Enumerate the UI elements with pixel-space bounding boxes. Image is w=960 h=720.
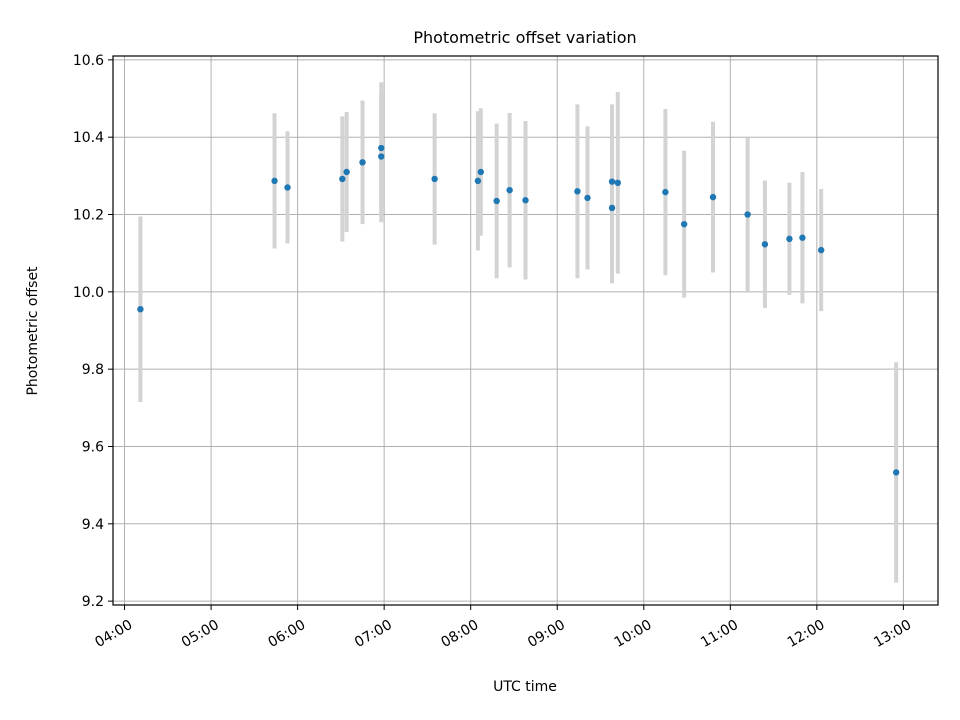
- data-point: [474, 177, 482, 185]
- data-point: [378, 153, 385, 160]
- data-point: [506, 186, 513, 194]
- data-point: [343, 168, 350, 176]
- data-point: [378, 144, 385, 152]
- data-point: [284, 184, 291, 191]
- data-point: [493, 197, 500, 205]
- data-point: [799, 234, 806, 241]
- y-axis-ticks: 9.2 9.4 9.6 9.8 10.0 10.2 10.4 10.6: [73, 53, 113, 610]
- data-point: [522, 197, 529, 204]
- data-point: [271, 177, 278, 185]
- data-point: [662, 188, 669, 196]
- data-point: [680, 220, 688, 228]
- data-point: [431, 175, 438, 183]
- data-point: [817, 246, 825, 254]
- chart-title: Photometric offset variation: [413, 28, 636, 47]
- data-point: [359, 159, 366, 166]
- data-point: [761, 241, 769, 248]
- data-point: [786, 235, 793, 243]
- y-tick-label: 9.4: [82, 517, 104, 533]
- data-point: [614, 179, 622, 187]
- data-point: [339, 175, 346, 183]
- data-points: [137, 144, 900, 476]
- data-point: [584, 194, 591, 202]
- y-tick-label: 10.6: [73, 53, 104, 69]
- y-tick-label: 9.6: [82, 439, 104, 455]
- y-tick-label: 10.4: [73, 130, 104, 146]
- data-point: [574, 188, 581, 195]
- y-axis-label: Photometric offset: [25, 266, 41, 396]
- data-point: [608, 204, 616, 212]
- data-point: [892, 469, 900, 476]
- y-tick-label: 10.2: [73, 208, 104, 224]
- plot-frame: [112, 55, 939, 606]
- y-tick-label: 10.0: [73, 285, 104, 301]
- data-point: [744, 211, 751, 218]
- data-point: [709, 193, 717, 201]
- x-axis-label: UTC time: [493, 679, 557, 695]
- data-point: [608, 178, 616, 185]
- data-point: [477, 168, 484, 176]
- y-tick-label: 9.8: [82, 362, 104, 378]
- data-point: [137, 306, 144, 313]
- y-tick-label: 9.2: [82, 594, 104, 610]
